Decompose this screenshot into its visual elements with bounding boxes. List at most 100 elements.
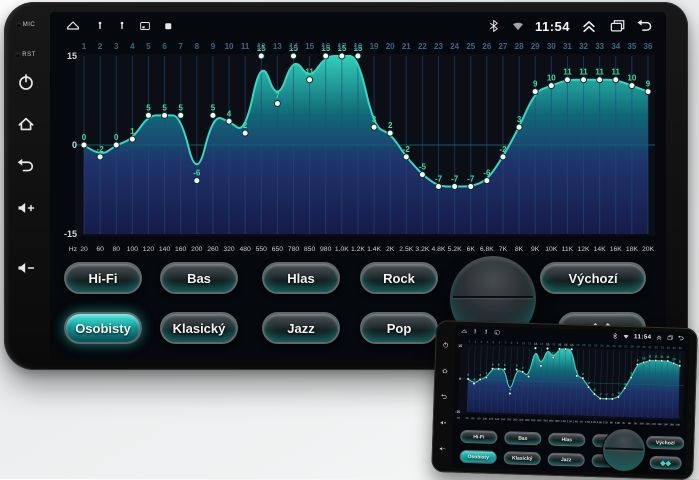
preset-osobisty-button-mini[interactable]: Osobisty (459, 449, 497, 464)
volume-down-icon (16, 258, 36, 278)
svg-text:10: 10 (522, 341, 526, 345)
svg-text:9: 9 (211, 42, 216, 51)
preset-hifi-button-mini[interactable]: Hi-Fi (460, 429, 498, 444)
reset-hole[interactable]: RST (4, 46, 48, 64)
home-icon (16, 114, 36, 134)
svg-text:550: 550 (256, 246, 268, 253)
svg-text:4: 4 (487, 340, 489, 344)
svg-text:-2: -2 (473, 377, 476, 381)
svg-text:160: 160 (501, 417, 506, 421)
pin-icon (472, 328, 479, 335)
svg-text:2: 2 (98, 42, 103, 51)
svg-text:320: 320 (519, 418, 524, 422)
svg-text:1.0K: 1.0K (561, 419, 567, 423)
preset-hifi-button[interactable]: Hi-Fi (64, 262, 142, 294)
preset-bas-button[interactable]: Bas (160, 262, 238, 294)
mic-pinhole (16, 22, 21, 27)
mini-power-button[interactable] (435, 336, 455, 352)
volume-down-button[interactable] (4, 258, 48, 281)
sd-card-icon (494, 329, 501, 336)
preset-pop-button[interactable]: Pop (360, 312, 438, 344)
balance-fader-button-mini[interactable]: ◆◆ (649, 455, 682, 470)
svg-text:4.8K: 4.8K (432, 246, 446, 253)
svg-text:12K: 12K (651, 422, 656, 426)
svg-text:6.8K: 6.8K (615, 421, 621, 425)
svg-text:11K: 11K (562, 246, 574, 253)
clock: 11:54 (633, 333, 652, 341)
svg-text:10: 10 (225, 42, 234, 51)
chevron-up-double-icon[interactable] (580, 17, 598, 35)
volume-up-button[interactable] (4, 198, 48, 221)
back-button[interactable] (4, 156, 48, 179)
svg-text:60: 60 (471, 416, 475, 420)
svg-text:14K: 14K (657, 422, 662, 426)
reset-pinhole (16, 52, 21, 57)
svg-text:100: 100 (483, 417, 488, 421)
svg-text:36: 36 (679, 346, 683, 350)
svg-text:14K: 14K (594, 246, 607, 253)
svg-text:20: 20 (465, 416, 469, 420)
svg-text:260: 260 (207, 246, 219, 253)
default-reset-button-mini[interactable]: Výchozí (646, 435, 685, 450)
pin-icon (94, 20, 106, 32)
default-reset-button[interactable]: Výchozí (540, 262, 646, 294)
home-button[interactable] (4, 114, 48, 137)
mini-screen: 11:54 0 1 20 -2 2 60 0 3 80 1 4 100 5 5 120 5 6 140 5 7 160-… (451, 325, 690, 475)
pin-icon (483, 328, 490, 335)
svg-text:-6: -6 (483, 169, 491, 178)
svg-text:1: 1 (130, 127, 135, 136)
svg-text:10: 10 (642, 356, 646, 360)
svg-text:1: 1 (468, 340, 470, 344)
mini-home-button[interactable] (434, 362, 454, 378)
svg-text:21: 21 (588, 343, 592, 347)
svg-text:18K: 18K (626, 246, 639, 253)
preset-hlas-button[interactable]: Hlas (262, 262, 340, 294)
svg-text:22: 22 (418, 42, 427, 51)
chevron-up-double-icon[interactable] (655, 334, 662, 341)
svg-text:0: 0 (467, 373, 469, 377)
svg-text:2: 2 (528, 370, 530, 374)
svg-text:Hz: Hz (69, 246, 78, 253)
svg-text:2: 2 (388, 121, 393, 130)
mini-back-button[interactable] (433, 388, 453, 404)
svg-text:19: 19 (370, 42, 379, 51)
mini-volume-knob[interactable] (601, 427, 647, 473)
svg-text:23: 23 (600, 344, 604, 348)
preset-osobisty-button[interactable]: Osobisty (64, 312, 142, 344)
recents-icon[interactable] (608, 17, 626, 35)
svg-text:7: 7 (275, 91, 280, 100)
preset-klasicky-button[interactable]: Klasický (160, 312, 238, 344)
mini-equalizer-chart[interactable]: 0120-2260038014100551205614057160-682005… (455, 338, 686, 433)
svg-text:5.2K: 5.2K (448, 246, 462, 253)
power-button[interactable] (4, 72, 48, 95)
svg-text:28: 28 (630, 345, 634, 349)
svg-text:5: 5 (178, 103, 183, 112)
svg-text:20: 20 (80, 246, 88, 253)
home-nav-icon[interactable] (461, 328, 468, 335)
svg-text:0: 0 (82, 133, 87, 142)
svg-text:100: 100 (127, 246, 139, 253)
home-nav-icon[interactable] (62, 18, 84, 34)
preset-klasicky-button-mini[interactable]: Klasický (503, 451, 541, 466)
svg-text:15: 15 (321, 44, 330, 53)
preset-hlas-button-mini[interactable]: Hlas (548, 432, 586, 447)
preset-jazz-button[interactable]: Jazz (262, 312, 340, 344)
svg-text:-15: -15 (455, 410, 460, 414)
volume-up-icon (439, 419, 446, 426)
svg-text:5: 5 (211, 103, 216, 112)
svg-text:10: 10 (672, 357, 676, 361)
preset-rock-button[interactable]: Rock (360, 262, 438, 294)
svg-text:34: 34 (611, 42, 620, 51)
svg-text:-2: -2 (499, 145, 507, 154)
svg-text:16: 16 (321, 42, 330, 51)
back-nav-icon[interactable] (636, 17, 654, 35)
svg-text:120: 120 (489, 417, 494, 421)
mini-volume-down-button[interactable] (432, 440, 452, 456)
preset-bas-button-mini[interactable]: Bas (504, 431, 542, 446)
recents-icon[interactable] (666, 334, 673, 341)
back-nav-icon[interactable] (677, 335, 684, 342)
mini-volume-up-button[interactable] (433, 414, 453, 430)
bluetooth-icon (487, 19, 501, 33)
equalizer-chart[interactable]: 0120-2260038014100551205614057160-682005… (58, 40, 658, 258)
preset-jazz-button-mini[interactable]: Jazz (547, 452, 585, 467)
